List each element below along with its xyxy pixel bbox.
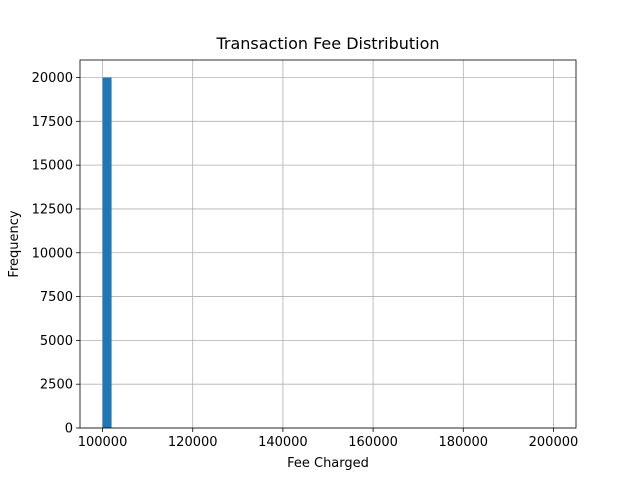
plot-frame <box>79 59 577 429</box>
y-tick-label: 0 <box>65 422 73 437</box>
y-tick-label: 5000 <box>40 334 73 349</box>
x-tick-label: 200000 <box>529 435 579 450</box>
y-axis-ticks: 0 2500 5000 7500 10000 12500 15000 17500 20000 <box>32 71 80 437</box>
x-axis-ticks: 100000 120000 140000 160000 180000 200000 <box>78 428 579 450</box>
x-tick-label: 120000 <box>168 435 218 450</box>
bars-layer <box>102 77 112 429</box>
chart-title: Transaction Fee Distribution <box>215 34 439 53</box>
y-tick-label: 17500 <box>32 115 73 130</box>
x-axis-label: Fee Charged <box>287 456 369 471</box>
y-tick-label: 12500 <box>32 202 73 217</box>
x-tick-label: 140000 <box>258 435 308 450</box>
histogram-bar <box>102 77 112 429</box>
y-tick-label: 20000 <box>32 71 73 86</box>
x-tick-label: 180000 <box>438 435 488 450</box>
y-tick-label: 7500 <box>40 290 73 305</box>
grid-layer <box>80 60 576 429</box>
y-tick-label: 2500 <box>40 378 73 393</box>
x-tick-label: 160000 <box>348 435 398 450</box>
x-tick-label: 100000 <box>78 435 128 450</box>
y-tick-label: 15000 <box>32 159 73 174</box>
y-axis-label: Frequency <box>7 210 22 277</box>
y-tick-label: 10000 <box>32 246 73 261</box>
